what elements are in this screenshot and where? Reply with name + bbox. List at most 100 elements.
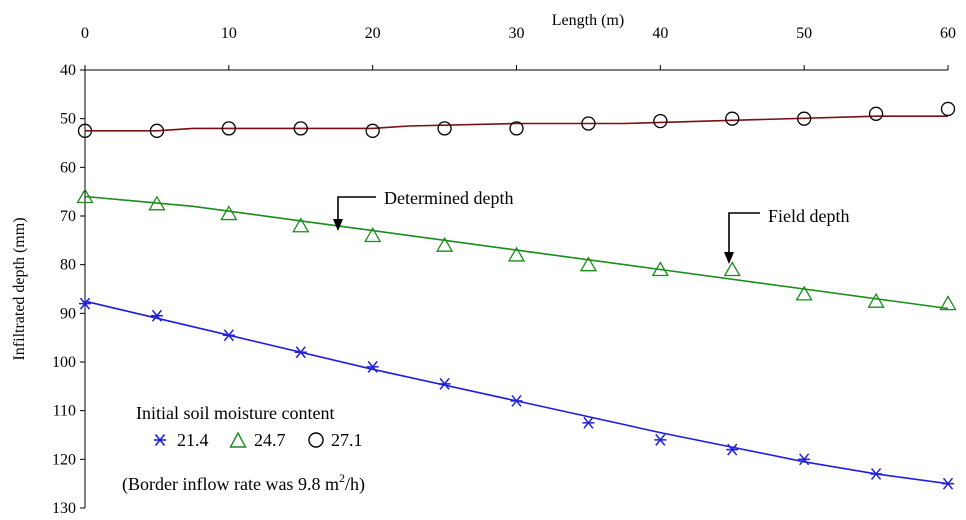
- field-point-21-4: [942, 477, 954, 490]
- asterisk-stroke: [295, 346, 306, 359]
- x-axis-title: Length (m): [552, 12, 624, 29]
- field-point-21-4: [582, 416, 595, 429]
- asterisk-stroke: [79, 297, 91, 310]
- legend-marker-triangle: [229, 431, 247, 448]
- asterisk-stroke: [799, 453, 810, 466]
- annotation-field-label: Field depth: [768, 206, 850, 226]
- field-point-24-7: [148, 195, 166, 211]
- asterisk-stroke: [223, 329, 234, 342]
- legend-label-27-1: 27.1: [331, 430, 363, 450]
- legend-item-27-1: 27.1: [308, 430, 363, 450]
- determined-line-21-4: [84, 300, 949, 485]
- field-point-24-7: [435, 236, 454, 252]
- legend-label-24-7: 24.7: [254, 430, 286, 450]
- x-tick-label: 30: [509, 25, 525, 42]
- field-point-21-4: [654, 433, 667, 446]
- x-tick-label: 0: [81, 25, 89, 42]
- annotation-determined-arrowhead: [333, 219, 343, 231]
- legend-marker-asterisk: [154, 433, 166, 447]
- field-point-27-1: [940, 101, 956, 117]
- x-tick-label: 50: [796, 25, 812, 42]
- field-point-27-1: [293, 121, 308, 136]
- y-tick-label: 110: [53, 403, 76, 420]
- field-point-24-7: [220, 205, 238, 221]
- annotation-determined-arrow: [337, 196, 376, 225]
- field-point-21-4: [150, 309, 163, 322]
- field-point-27-1: [868, 106, 884, 121]
- x-tick-label: 20: [365, 25, 381, 42]
- asterisk-stroke: [871, 467, 882, 480]
- field-point-24-7: [579, 256, 598, 272]
- field-point-24-7: [867, 292, 885, 308]
- legend-item-24-7: 24.7: [229, 430, 286, 450]
- y-tick-label: 100: [52, 354, 76, 371]
- y-tick-label: 120: [52, 451, 76, 468]
- field-point-21-4: [79, 297, 91, 310]
- asterisk-stroke: [583, 416, 594, 429]
- field-point-21-4: [438, 377, 451, 390]
- determined-line-24-7: [84, 195, 949, 310]
- field-point-27-1: [725, 111, 740, 126]
- determined-line-27-1: [85, 115, 948, 132]
- annotation-field-arrow: [728, 212, 760, 258]
- asterisk-stroke: [367, 360, 378, 373]
- y-tick-label: 130: [52, 500, 76, 517]
- annotation-determined-label: Determined depth: [384, 188, 513, 208]
- field-point-27-1: [365, 123, 380, 138]
- y-tick-label: 70: [60, 208, 76, 225]
- field-point-21-4: [222, 329, 235, 342]
- x-tick-label: 40: [652, 25, 668, 42]
- field-point-24-7: [939, 295, 957, 311]
- asterisk-stroke: [439, 377, 450, 390]
- field-point-24-7: [292, 217, 310, 233]
- field-point-27-1: [797, 111, 812, 126]
- legend-note-suffix: /h): [345, 474, 365, 495]
- asterisk-stroke: [151, 309, 162, 322]
- field-point-27-1: [509, 121, 524, 136]
- legend-note-superscript: 2: [339, 471, 345, 485]
- legend-title: Initial soil moisture content: [136, 403, 334, 423]
- legend-marker-circle: [308, 432, 324, 448]
- field-point-24-7: [795, 285, 813, 301]
- annotation-determined-depth: Determined depth: [333, 188, 513, 231]
- field-point-24-7: [364, 227, 382, 243]
- field-depth-markers: [76, 101, 957, 490]
- asterisk-stroke: [942, 477, 954, 490]
- y-tick-label: 50: [60, 111, 76, 128]
- legend-item-21-4: 21.4: [154, 430, 209, 450]
- asterisk-stroke: [655, 433, 666, 446]
- axes: 0 10 20 30 40 50 60 Length (m) 40 50 60 70 80 90 100 11…: [11, 12, 956, 517]
- field-point-27-1: [149, 123, 165, 138]
- y-tick-label: 80: [60, 257, 76, 274]
- field-point-21-4: [870, 467, 883, 480]
- field-point-27-1: [221, 121, 236, 136]
- legend: Initial soil moisture content 21.4 24.7 …: [122, 403, 365, 495]
- field-point-21-4: [366, 360, 379, 373]
- determined-depth-lines: [84, 115, 949, 485]
- field-point-24-7: [651, 261, 669, 277]
- y-tick-label: 90: [60, 305, 76, 322]
- legend-note-prefix: (Border inflow rate was 9.8 m: [122, 474, 339, 495]
- annotation-field-arrowhead: [724, 252, 734, 264]
- field-point-24-7: [723, 261, 741, 277]
- legend-label-21-4: 21.4: [177, 430, 209, 450]
- field-point-24-7: [507, 246, 526, 262]
- legend-note: (Border inflow rate was 9.8 m2/h): [122, 471, 365, 495]
- asterisk-stroke: [727, 443, 738, 456]
- field-point-24-7: [76, 188, 94, 204]
- field-point-27-1: [77, 123, 93, 138]
- annotation-field-depth: Field depth: [724, 206, 850, 264]
- field-point-27-1: [581, 116, 596, 131]
- y-tick-label: 40: [60, 62, 76, 79]
- field-point-21-4: [798, 453, 811, 466]
- field-point-27-1: [653, 113, 668, 129]
- x-tick-label: 60: [940, 25, 956, 42]
- field-point-27-1: [437, 121, 452, 136]
- y-axis-title: Infiltrated depth (mm): [11, 217, 28, 360]
- field-point-21-4: [510, 394, 523, 407]
- y-tick-label: 60: [60, 159, 76, 176]
- x-tick-label: 10: [221, 25, 237, 42]
- field-point-21-4: [726, 443, 739, 456]
- field-point-21-4: [294, 346, 307, 359]
